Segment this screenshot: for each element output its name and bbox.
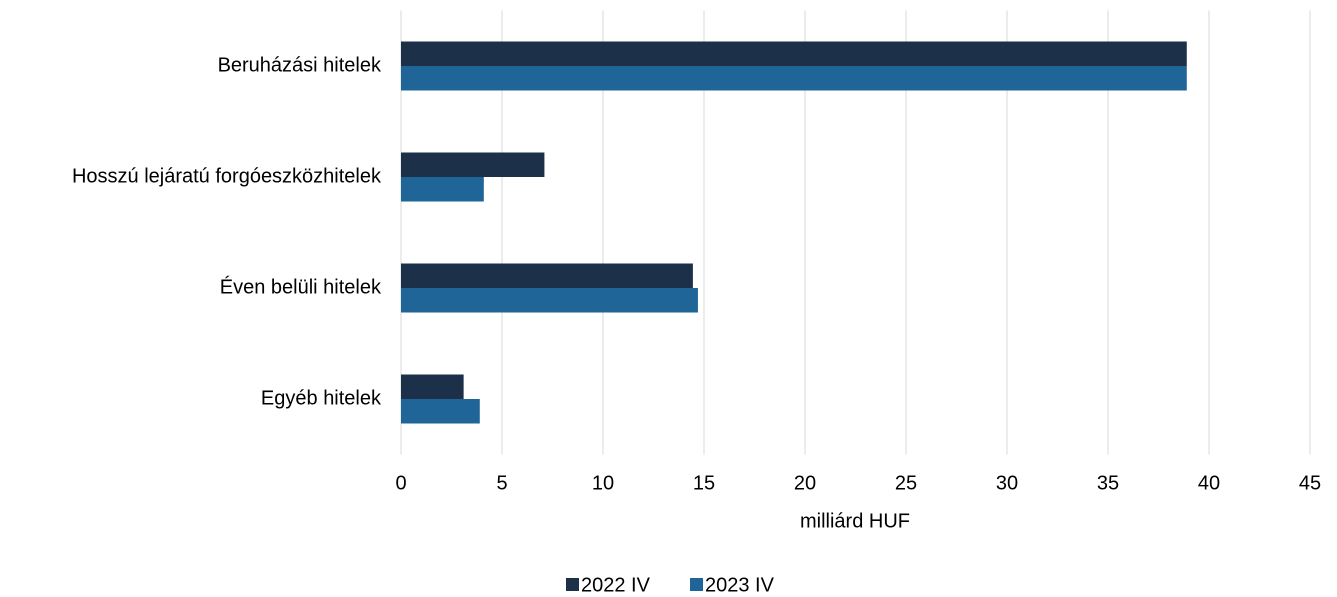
bar (401, 152, 545, 177)
x-tick-label: 45 (1299, 472, 1321, 494)
x-tick-label: 5 (496, 472, 507, 494)
legend-label: 2023 IV (705, 574, 775, 596)
bar (401, 399, 480, 424)
legend-swatch (566, 578, 579, 591)
bar (401, 374, 464, 399)
x-axis-label: milliárd HUF (800, 510, 910, 532)
y-tick-label: Beruházási hitelek (218, 54, 382, 76)
x-tick-label: 30 (996, 472, 1018, 494)
x-tick-label: 10 (592, 472, 614, 494)
y-tick-label: Egyéb hitelek (261, 387, 382, 409)
bar (401, 66, 1187, 91)
y-tick-label: Hosszú lejáratú forgóeszközhitelek (72, 165, 382, 187)
x-tick-label: 40 (1198, 472, 1220, 494)
bar (401, 41, 1187, 66)
bar (401, 263, 693, 288)
x-tick-label: 15 (693, 472, 715, 494)
bar (401, 288, 698, 313)
x-tick-label: 25 (895, 472, 917, 494)
y-tick-label: Éven belüli hitelek (220, 275, 382, 298)
x-tick-label: 0 (395, 472, 406, 494)
bar (401, 177, 484, 202)
legend-swatch (690, 578, 703, 591)
x-tick-label: 20 (794, 472, 816, 494)
legend-label: 2022 IV (581, 574, 651, 596)
x-tick-label: 35 (1097, 472, 1119, 494)
